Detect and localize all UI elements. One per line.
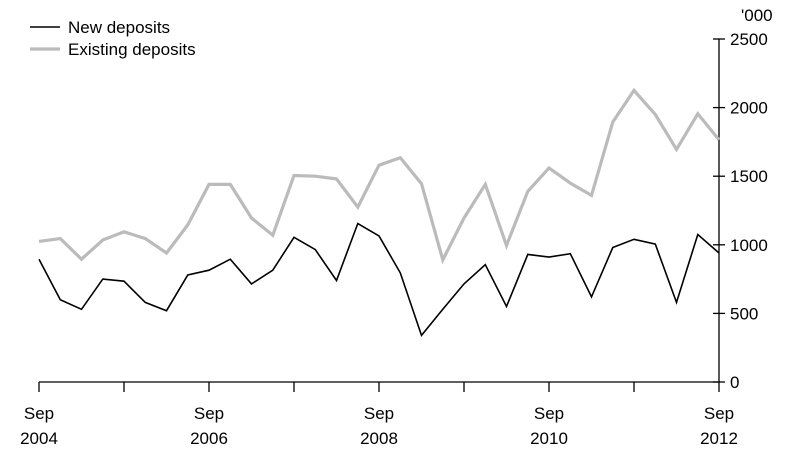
x-tick-label-year: 2006 bbox=[190, 429, 228, 448]
y-axis-unit-label: '000 bbox=[741, 6, 773, 25]
x-tick-label-year: 2004 bbox=[20, 429, 58, 448]
legend-label-new-deposits: New deposits bbox=[68, 18, 170, 37]
x-tick-label-month: Sep bbox=[534, 404, 564, 423]
legend-label-existing-deposits: Existing deposits bbox=[68, 40, 196, 59]
x-tick-label-month: Sep bbox=[704, 404, 734, 423]
x-tick-label-month: Sep bbox=[24, 404, 54, 423]
x-tick-label-month: Sep bbox=[364, 404, 394, 423]
y-tick-label: 2000 bbox=[730, 99, 768, 118]
series-line-new-deposits bbox=[38, 222, 720, 338]
y-tick-label: 0 bbox=[730, 373, 739, 392]
y-tick-label: 1000 bbox=[730, 236, 768, 255]
series-line-existing-deposits bbox=[38, 87, 721, 265]
y-tick-label: 500 bbox=[730, 304, 758, 323]
axes: Sep 2004 Sep 2006 Sep 2008 Sep 2010 Sep 2012 0 500 1… bbox=[20, 6, 773, 448]
legend: New deposits Existing deposits bbox=[30, 18, 196, 59]
x-tick-label-year: 2008 bbox=[360, 429, 398, 448]
x-tick-label-year: 2012 bbox=[700, 429, 738, 448]
x-tick-label-year: 2010 bbox=[530, 429, 568, 448]
x-tick-label-month: Sep bbox=[194, 404, 224, 423]
series-lines bbox=[38, 87, 721, 338]
y-tick-label: 2500 bbox=[730, 30, 768, 49]
y-tick-label: 1500 bbox=[730, 167, 768, 186]
